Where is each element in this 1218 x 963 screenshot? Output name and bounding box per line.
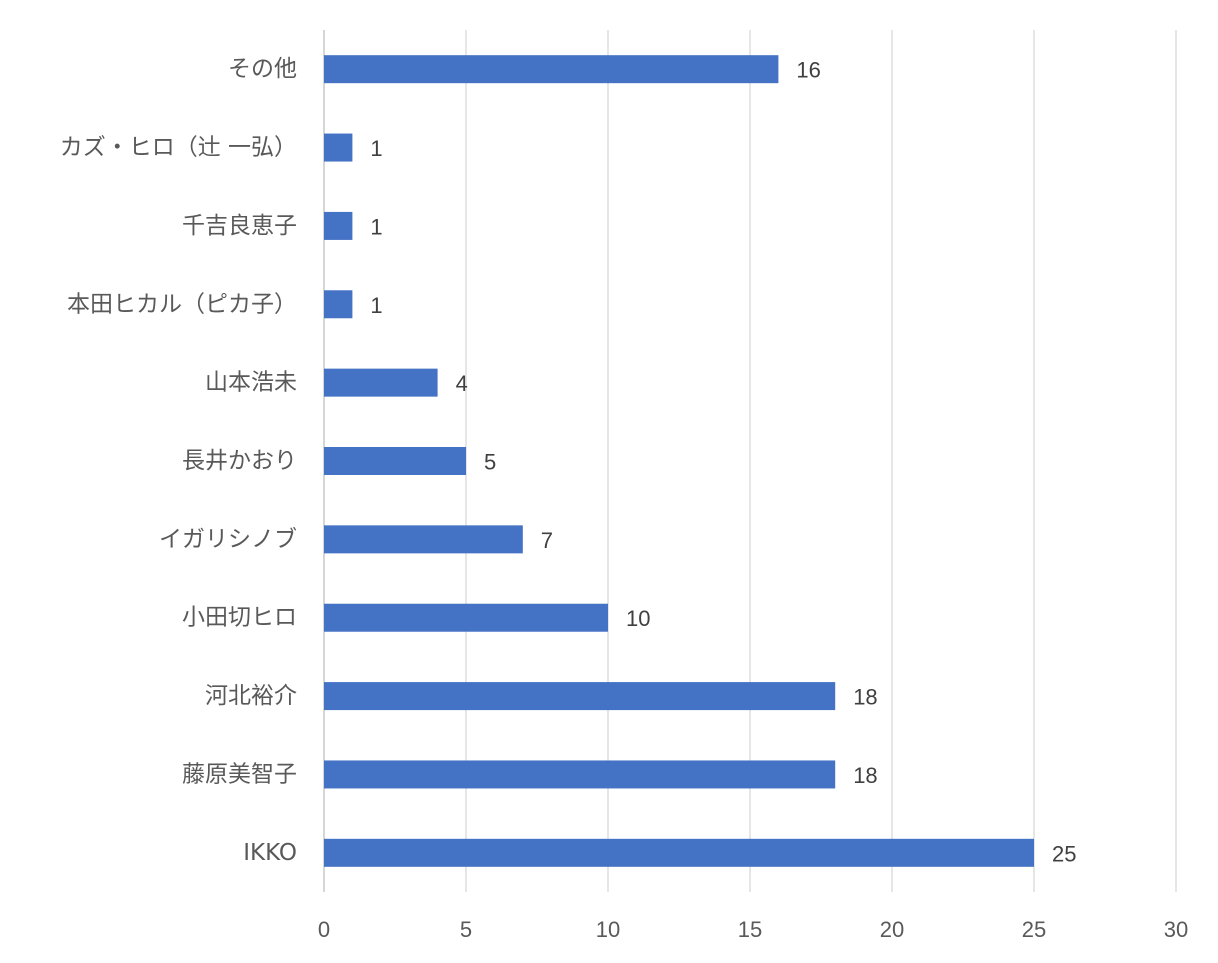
bar	[324, 133, 353, 162]
category-label: 千吉良恵子	[182, 213, 297, 239]
bar	[324, 603, 608, 632]
data-label: 7	[541, 528, 553, 553]
bar	[324, 290, 353, 319]
x-tick-label: 10	[596, 917, 620, 942]
bar	[324, 368, 438, 397]
bar	[324, 682, 836, 711]
data-label: 1	[370, 293, 382, 318]
category-label: 長井かおり	[182, 448, 297, 474]
bar	[324, 447, 466, 475]
data-label: 5	[484, 450, 496, 475]
data-label: 18	[853, 763, 877, 788]
x-tick-label: 15	[738, 917, 762, 942]
category-label: その他	[228, 56, 297, 82]
category-label: イガリシノブ	[159, 526, 297, 552]
data-label: 1	[370, 136, 382, 161]
x-tick-label: 5	[460, 917, 472, 942]
data-label: 10	[626, 606, 650, 631]
category-labels: IKKO 藤原美智子 河北裕介 小田切ヒロ イガリシノブ 長井かおり 山本浩未 本田ヒカル（ピ…	[60, 56, 297, 866]
data-label: 18	[853, 685, 877, 710]
x-tick-label: 0	[318, 917, 330, 942]
bar	[324, 838, 1034, 867]
category-label: 藤原美智子	[182, 761, 297, 787]
data-label: 16	[796, 58, 820, 83]
bar	[324, 55, 779, 84]
category-label: カズ・ヒロ（辻 一弘）	[60, 135, 297, 161]
gridlines	[323, 30, 1177, 892]
category-label: 本田ヒカル（ピカ子）	[67, 291, 297, 317]
category-label: IKKO	[243, 840, 297, 866]
bar	[324, 525, 523, 554]
x-tick-label: 30	[1164, 917, 1188, 942]
x-tick-label: 20	[880, 917, 904, 942]
category-label: 山本浩未	[205, 370, 297, 396]
bar	[324, 211, 353, 240]
bars	[324, 55, 1034, 867]
x-tick-label: 25	[1022, 917, 1046, 942]
x-tick-labels: 0 5 10 15 20 25 30	[318, 917, 1188, 942]
data-label: 4	[456, 371, 468, 396]
data-labels: 25 18 18 10 7 5 4 1 1 1 16	[370, 58, 1076, 867]
data-label: 25	[1052, 841, 1076, 866]
category-label: 河北裕介	[205, 683, 297, 709]
bar	[324, 760, 836, 789]
category-label: 小田切ヒロ	[182, 605, 297, 631]
data-label: 1	[370, 214, 382, 239]
